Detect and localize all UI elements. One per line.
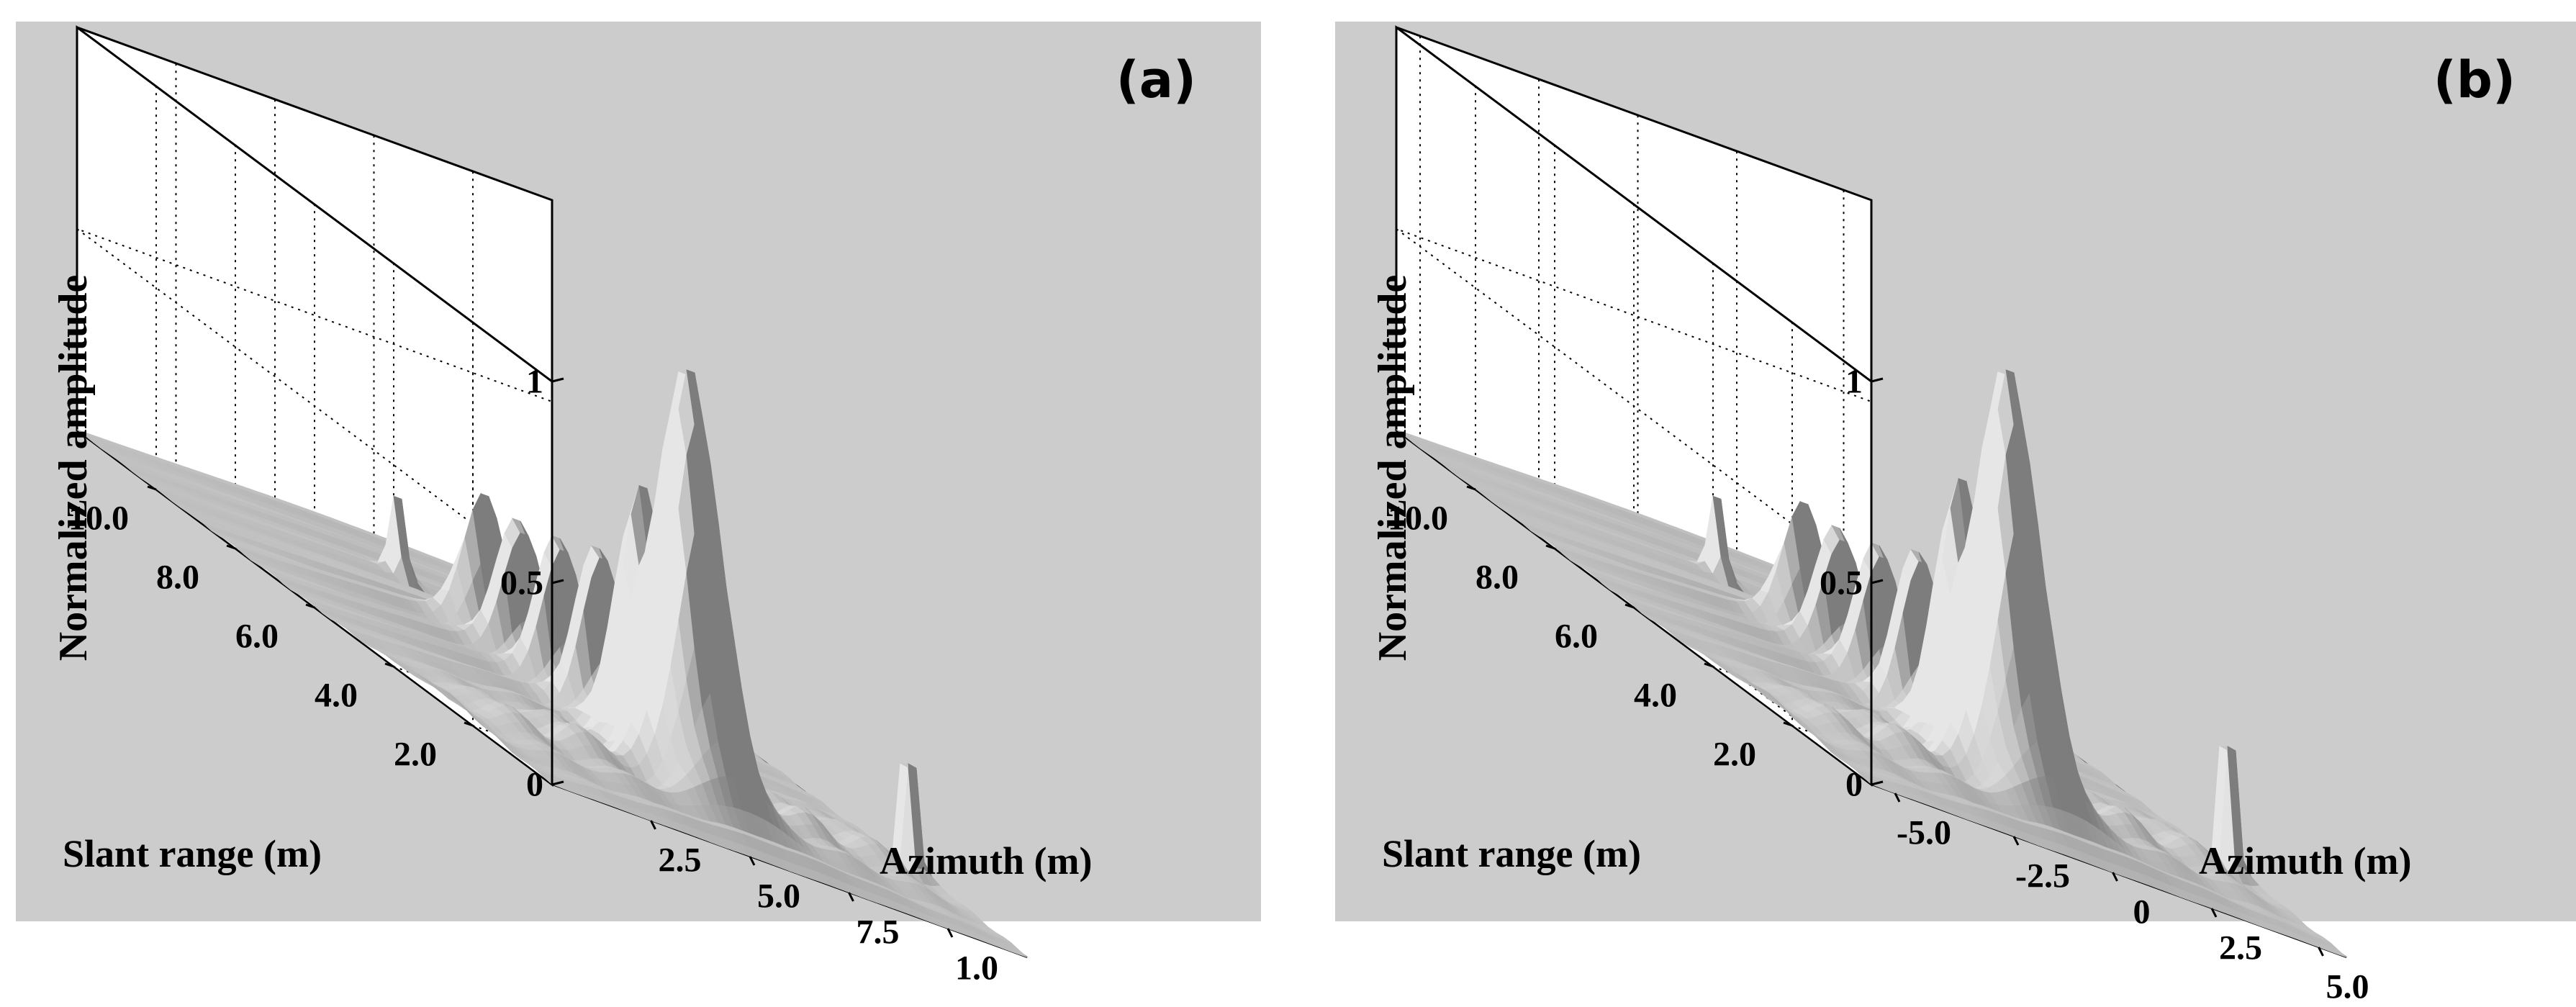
y-tick-label: 1.0	[955, 949, 998, 988]
surface-plot-b	[1335, 22, 2576, 921]
chart-panel-b: (b) Normalized amplitude Slant range (m)…	[1335, 22, 2576, 921]
y-tick-label: 5.0	[757, 877, 800, 916]
x-tick-label: 2.0	[394, 735, 437, 775]
z-axis-label: Normalized amplitude	[50, 275, 96, 661]
x-tick-label: 8.0	[156, 558, 199, 597]
surface-plot-a	[16, 22, 1261, 921]
x-tick-label: 6.0	[235, 617, 279, 656]
z-tick-mark	[552, 379, 564, 381]
y-tick-label: 7.5	[857, 913, 900, 952]
z-tick-label: 1	[526, 362, 543, 402]
panel-label: (a)	[1116, 50, 1196, 109]
x-axis-label: Slant range (m)	[63, 831, 322, 876]
z-tick-label: 0	[526, 765, 543, 805]
chart-panel-a: (a) Normalized amplitude Slant range (m)…	[16, 22, 1261, 921]
x-tick-label: 10.0	[68, 499, 129, 538]
y-axis-label: Azimuth (m)	[880, 839, 1092, 883]
y-tick-label: 2.5	[659, 841, 702, 880]
x-tick-label: 4.0	[315, 676, 358, 715]
z-tick-label: 0.5	[500, 564, 543, 603]
